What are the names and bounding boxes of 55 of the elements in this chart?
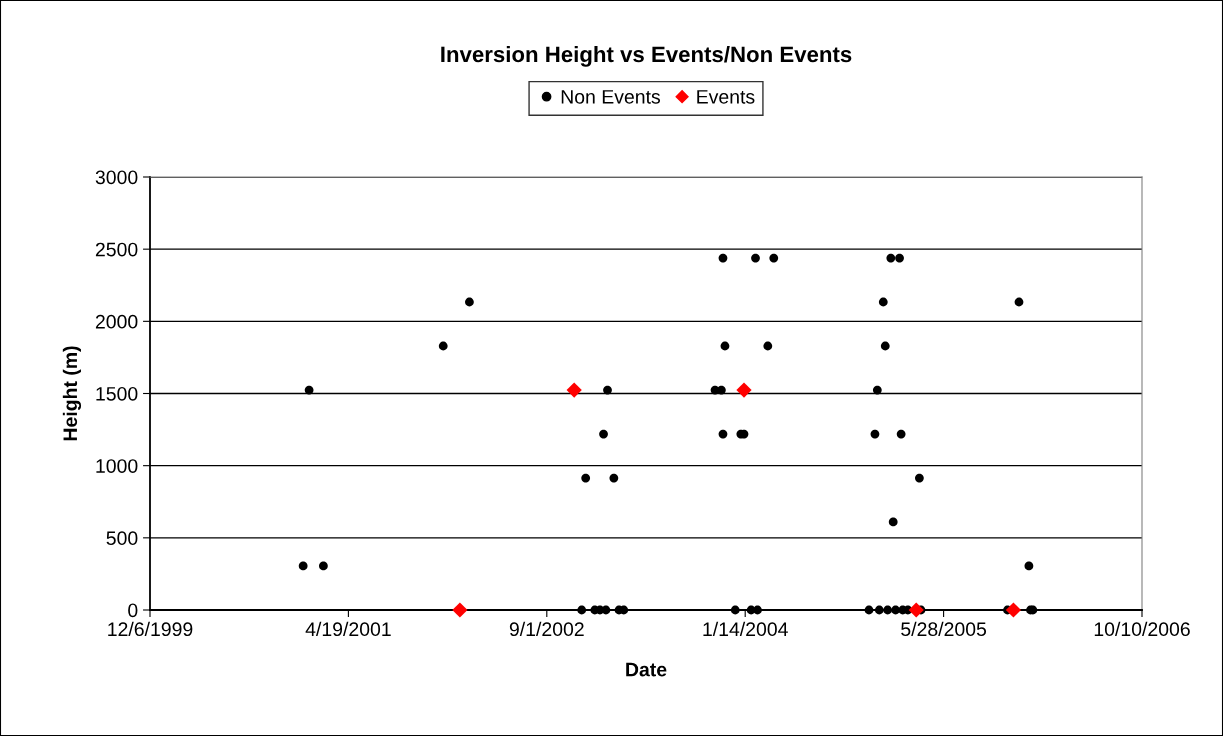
x-axis-title: Date	[626, 662, 667, 677]
point	[753, 605, 762, 615]
x-tick-label: 5/28/2005	[901, 621, 987, 637]
x-tick-label: 4/19/2001	[305, 621, 391, 637]
point	[298, 561, 308, 571]
point	[908, 602, 924, 618]
point	[888, 517, 898, 527]
point	[718, 429, 728, 439]
x-tick-label: 1/14/2004	[703, 621, 788, 637]
point	[870, 429, 880, 439]
point	[566, 382, 582, 398]
point	[769, 253, 779, 263]
point	[603, 385, 612, 395]
point	[896, 429, 906, 439]
point	[763, 341, 773, 351]
point	[915, 473, 924, 483]
y-tick-label: 1000	[96, 459, 138, 473]
point	[751, 253, 760, 263]
y-tick-label: 2500	[95, 242, 138, 257]
y-tick-label: 500	[106, 531, 138, 546]
point	[1005, 602, 1022, 618]
point	[577, 605, 587, 615]
y-tick-label: 3000	[95, 170, 138, 185]
point	[718, 253, 728, 263]
point	[581, 473, 591, 483]
y-axis-title: Height (m)	[62, 346, 82, 441]
point	[1014, 297, 1024, 307]
point	[599, 429, 608, 439]
point	[895, 253, 904, 263]
point	[730, 605, 740, 615]
point	[609, 473, 619, 483]
point	[1024, 561, 1034, 571]
point	[864, 605, 874, 615]
chart-title: Inversion Height vs Events/Non Events	[441, 45, 852, 67]
y-tick-label: 0	[128, 603, 138, 618]
point	[720, 341, 730, 351]
point	[736, 382, 752, 398]
point	[880, 341, 890, 351]
point	[874, 605, 884, 615]
x-tick-label: 10/10/2006	[1094, 621, 1190, 637]
y-tick-label: 1500	[96, 386, 138, 401]
legend-label: Non Events	[561, 90, 660, 104]
x-tick-label: 12/6/1999	[108, 621, 193, 637]
y-tick-label: 2000	[95, 314, 138, 329]
x-tick-label: 9/1/2002	[509, 621, 584, 637]
point	[452, 602, 468, 618]
legend-label: Events	[697, 90, 755, 104]
point	[717, 385, 726, 395]
point	[304, 385, 314, 395]
point	[319, 561, 328, 571]
point	[465, 297, 474, 307]
point	[872, 385, 882, 395]
point	[438, 341, 448, 351]
point	[886, 253, 896, 263]
point	[878, 297, 888, 307]
